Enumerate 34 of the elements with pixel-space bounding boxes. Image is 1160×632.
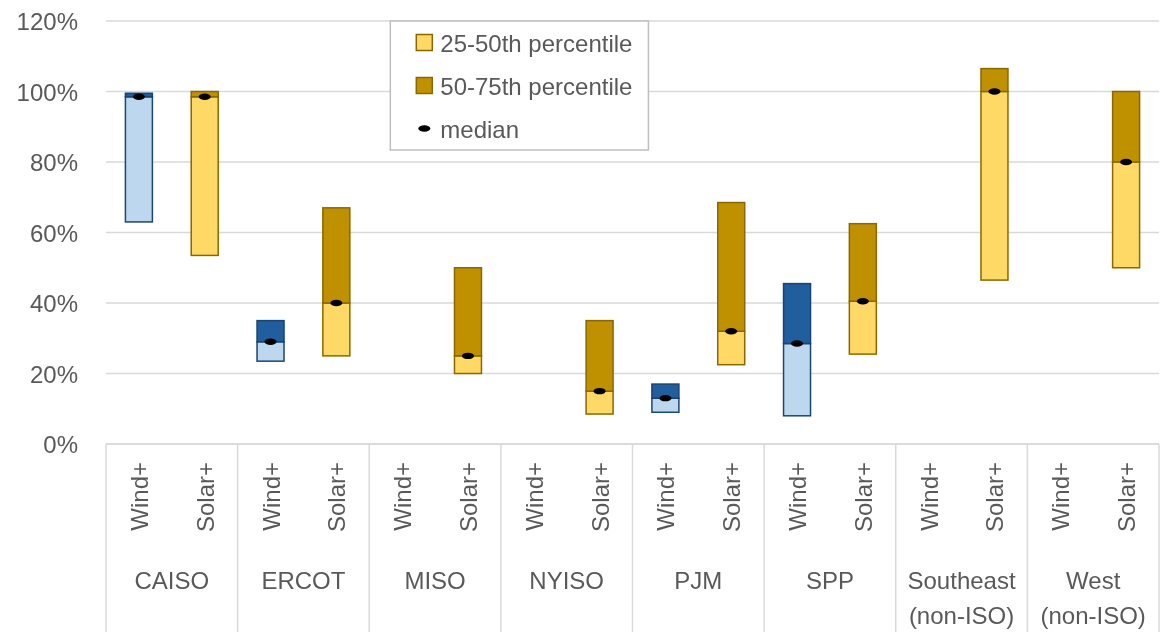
x-tick-label: Wind+ [257, 462, 285, 531]
text: ERCOT [261, 566, 346, 594]
x-tick-label: Solar+ [191, 462, 219, 533]
text: CAISO [134, 566, 210, 594]
x-tick-label: Wind+ [388, 462, 416, 531]
legend-label: median [440, 115, 520, 142]
x-tick-label: Solar+ [454, 462, 482, 533]
x-tick-label: Wind+ [125, 462, 153, 531]
x-tick-label: Solar+ [717, 462, 745, 533]
x-tick-label: Wind+ [783, 462, 811, 531]
x-tick-label: Solar+ [980, 462, 1008, 533]
x-tick-label: Wind+ [1046, 462, 1074, 531]
legend-label: 50-75th percentile [440, 72, 633, 99]
x-tick-label: Wind+ [915, 462, 943, 531]
legend-label: 25-50th percentile [440, 29, 633, 56]
text: MISO [404, 566, 466, 594]
y-tick-label: 0% [43, 430, 78, 458]
text: Southeast (non-ISO) [907, 566, 1016, 629]
text: NYISO [529, 566, 605, 594]
y-tick-label: 40% [29, 289, 78, 317]
x-tick-label: Solar+ [1112, 462, 1140, 533]
x-tick-label: Wind+ [651, 462, 679, 531]
y-tick-label: 80% [29, 148, 78, 176]
text: PJM [674, 566, 723, 594]
x-tick-label: Solar+ [586, 462, 614, 533]
x-tick-label: Solar+ [322, 462, 350, 533]
x-tick-label: Wind+ [520, 462, 548, 531]
y-tick-label: 60% [29, 219, 78, 246]
text: SPP [805, 566, 854, 594]
x-tick-label: Solar+ [849, 462, 877, 533]
y-tick-label: 100% [16, 78, 78, 105]
text: West (non-ISO) [1040, 566, 1146, 629]
y-tick-label: 120% [16, 7, 78, 35]
y-tick-label: 20% [29, 360, 78, 387]
